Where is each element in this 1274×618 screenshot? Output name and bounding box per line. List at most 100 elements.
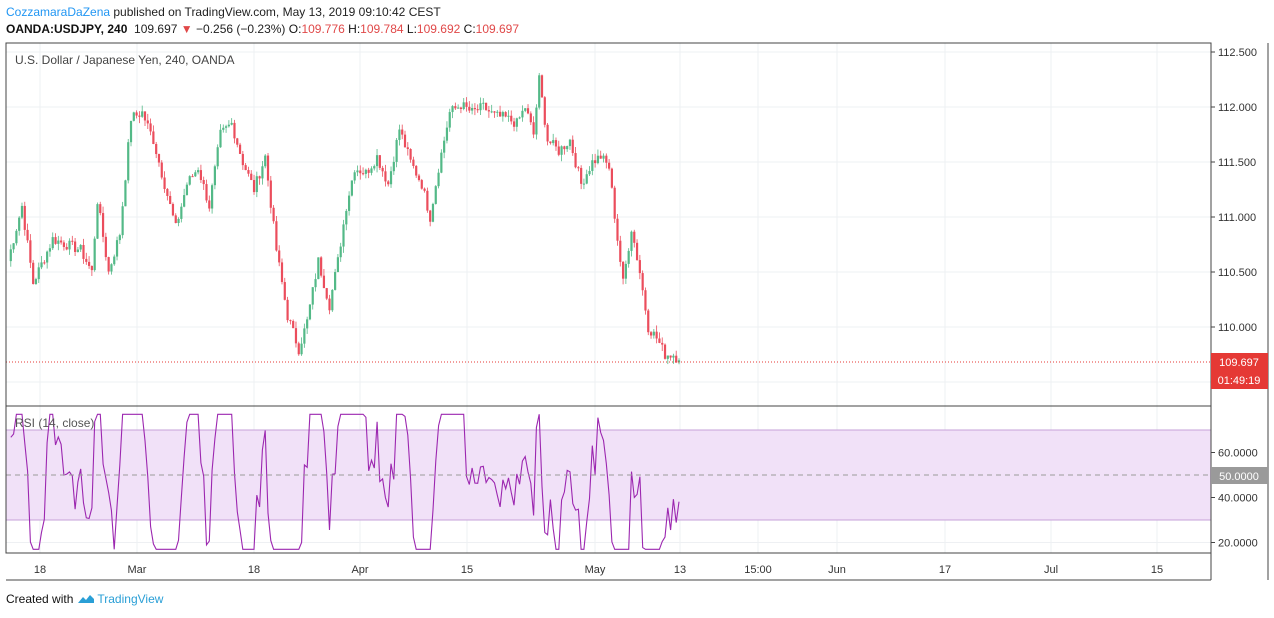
candle-body	[621, 261, 625, 279]
candle-body	[230, 122, 233, 125]
candle-body	[641, 273, 644, 291]
candle-body	[608, 162, 611, 169]
candle-body	[143, 111, 147, 121]
candle-body	[202, 180, 205, 185]
candle-body	[252, 180, 256, 193]
candle-body	[325, 288, 328, 299]
candle-body	[110, 264, 113, 272]
candle-body	[591, 160, 594, 171]
candle-body	[191, 176, 194, 178]
candle-body	[331, 289, 334, 311]
candle-body	[57, 240, 60, 244]
change-label: −0.256 (−0.23%)	[196, 22, 286, 36]
time-tick-label: 17	[939, 564, 951, 576]
candle-body	[174, 215, 177, 223]
candle-body	[468, 106, 471, 111]
tradingview-link[interactable]: TradingView	[97, 592, 164, 606]
candle-body	[599, 155, 602, 159]
created-with-label: Created with	[6, 592, 74, 606]
candle-body	[532, 122, 535, 135]
candle-body	[353, 172, 356, 181]
rsi-title: RSI (14, close)	[15, 416, 94, 430]
candle-body	[434, 186, 437, 204]
time-tick-label: Jul	[1044, 564, 1058, 576]
candle-body	[71, 240, 74, 242]
candle-body	[194, 172, 197, 177]
candle-body	[378, 155, 381, 168]
candle-body	[479, 103, 482, 111]
candle-body	[278, 250, 281, 263]
candle-body	[303, 328, 306, 344]
rsi-tick-label: 60.0000	[1218, 448, 1258, 460]
candle-body	[54, 237, 57, 244]
candle-body	[62, 242, 66, 247]
candle-body	[93, 238, 96, 271]
price-tick-label: 112.500	[1218, 47, 1257, 59]
candle-body	[219, 129, 222, 148]
candle-body	[476, 109, 479, 111]
candle-body	[46, 251, 49, 263]
candle-body	[146, 120, 149, 124]
candle-body	[448, 112, 451, 128]
candle-body	[540, 75, 544, 98]
time-tick-label: 15	[1151, 564, 1163, 576]
candle-body	[308, 304, 312, 320]
candle-body	[367, 169, 370, 173]
author-link[interactable]: CozzamaraDaZena	[6, 5, 111, 19]
time-tick-label: Apr	[351, 564, 368, 576]
rsi-line	[10, 413, 680, 550]
candle-body	[375, 155, 379, 167]
candle-body	[15, 230, 18, 244]
candle-body	[34, 279, 38, 284]
candle-body	[141, 111, 144, 117]
candle-body	[90, 265, 93, 271]
candle-body	[574, 153, 577, 168]
candle-body	[588, 170, 591, 175]
candle-body	[649, 332, 653, 336]
low-label: L:	[406, 22, 417, 36]
candle-body	[43, 262, 46, 264]
candle-body	[356, 170, 359, 173]
candle-body	[250, 173, 253, 181]
candle-body	[244, 165, 247, 171]
chart-canvas[interactable]: U.S. Dollar / Japanese Yen, 240, OANDA R…	[0, 0, 1274, 590]
candle-body	[247, 170, 250, 174]
candle-body	[138, 115, 141, 117]
candle-body	[655, 331, 658, 339]
close-label: C:	[463, 22, 476, 36]
candle-body	[501, 112, 504, 117]
time-axis[interactable]: 18 Mar 18 Apr 15 May 13 15:00 Jun 17 Jul 15	[34, 564, 1163, 576]
candle-body	[454, 106, 457, 109]
candle-body	[359, 170, 362, 174]
candle-body	[317, 257, 320, 280]
price-axis[interactable]: 112.500 112.000 111.500 111.000 110.500 110.0…	[1211, 47, 1257, 334]
candle-body	[87, 261, 91, 266]
candle-body	[185, 184, 189, 196]
rsi-axis[interactable]: 60.0000 40.0000 20.0000	[1211, 448, 1258, 550]
footer: Created with TradingView	[6, 592, 163, 606]
candle-body	[616, 218, 619, 241]
candle-body	[166, 188, 169, 196]
candle-body	[160, 162, 163, 178]
candle-body	[328, 298, 331, 311]
candle-body	[538, 75, 541, 108]
candle-body	[135, 112, 138, 116]
candle-body	[526, 108, 530, 114]
candle-body	[99, 204, 102, 214]
candle-body	[155, 144, 158, 155]
time-tick-label: 18	[34, 564, 46, 576]
candle-body	[238, 144, 242, 154]
candle-body	[543, 97, 546, 125]
candle-body	[364, 169, 367, 174]
candle-body	[406, 147, 409, 150]
candle-body	[381, 167, 384, 172]
candle-body	[370, 168, 373, 173]
candle-body	[294, 328, 298, 344]
candle-body	[498, 111, 502, 117]
candle-body	[568, 139, 572, 147]
candle-body	[666, 355, 669, 359]
last-price-badge-label: 109.697	[1219, 357, 1259, 369]
candle-body	[129, 120, 133, 143]
candle-body	[32, 262, 35, 284]
candle-body	[104, 236, 107, 258]
